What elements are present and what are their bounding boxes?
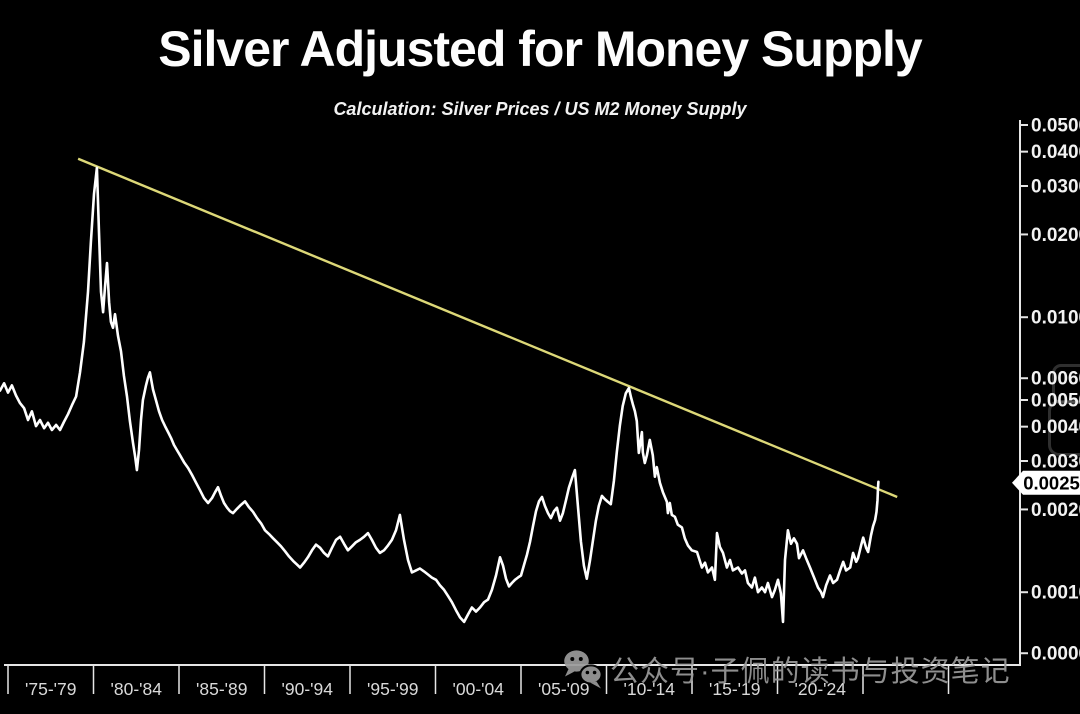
- y-axis-label: 0.0006: [1031, 644, 1080, 665]
- x-axis-label: '00-'04: [453, 679, 505, 699]
- trendline: [77, 157, 898, 499]
- x-axis-label: '80-'84: [111, 679, 163, 699]
- x-axis-label: '10-'14: [624, 679, 676, 699]
- wechat-watermark: 公众号·子佩的读书与投资笔记: [563, 644, 1011, 694]
- x-axis-label: '90-'94: [282, 679, 334, 699]
- chart-subtitle: Calculation: Silver Prices / US M2 Money…: [333, 99, 747, 119]
- x-axis-label: '15-'19: [709, 679, 760, 699]
- chart-title: Silver Adjusted for Money Supply: [158, 21, 922, 77]
- edge-watermark-fragment: [1052, 364, 1080, 404]
- watermark-text: 公众号·子佩的读书与投资笔记: [610, 656, 1011, 688]
- edge-watermark-fragment: [1048, 400, 1080, 456]
- x-axis-label: '20-'24: [795, 679, 847, 699]
- wechat-icon: [564, 650, 603, 689]
- x-axis-label: '85-'89: [196, 679, 247, 699]
- x-axis-label: '75-'79: [25, 679, 76, 699]
- price-tag: [1012, 470, 1080, 495]
- price-tag-label: 0.0025: [1023, 472, 1080, 493]
- price-line: [0, 166, 880, 624]
- x-axis-label: '95-'99: [367, 679, 418, 699]
- x-axis-label: '05-'09: [538, 679, 589, 699]
